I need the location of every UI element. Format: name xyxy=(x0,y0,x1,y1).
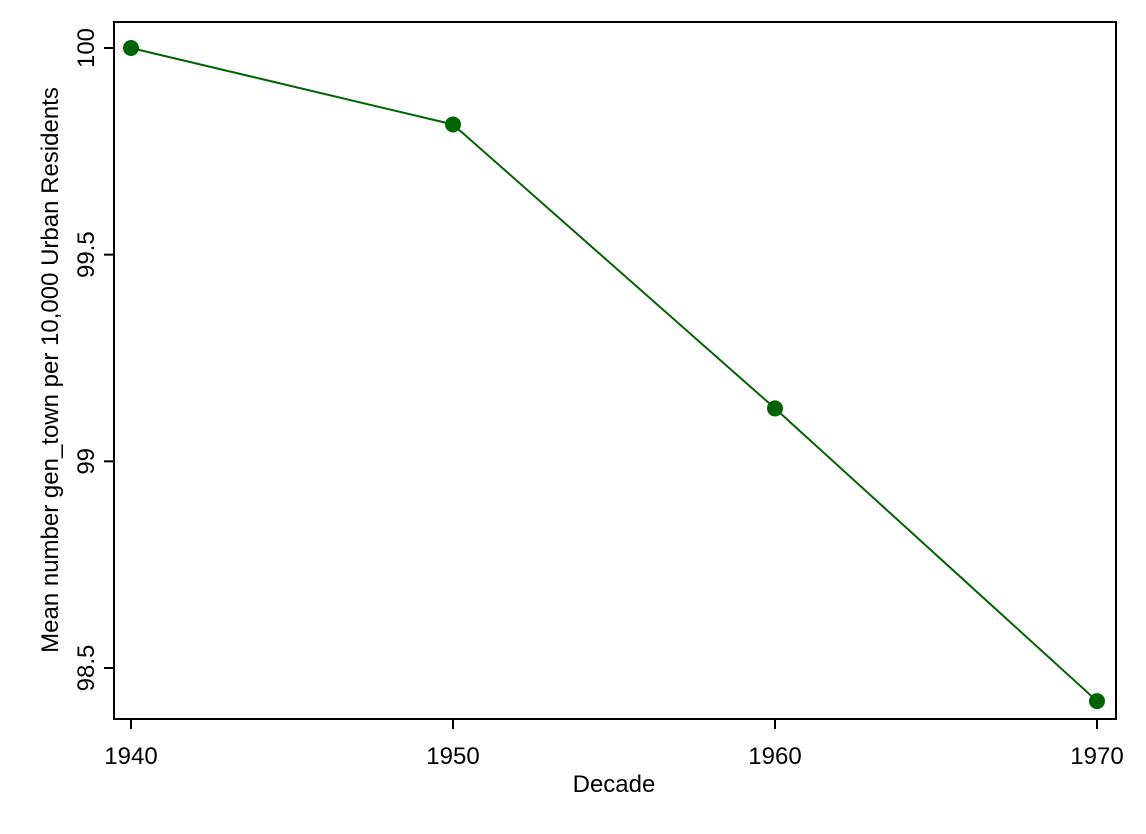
y-tick-label: 100 xyxy=(73,28,100,68)
series-line xyxy=(130,47,1098,702)
x-axis-title: Decade xyxy=(573,771,656,798)
y-axis-title: Mean number gen_town per 10,000 Urban Re… xyxy=(37,87,64,653)
x-tick-label: 1940 xyxy=(104,743,157,770)
series-points xyxy=(123,40,1105,710)
data-point xyxy=(445,116,461,133)
y-axis: 98.5 99 99.5 100 xyxy=(73,28,114,691)
data-point xyxy=(767,400,783,417)
plot-frame xyxy=(113,21,1117,720)
x-tick-label: 1950 xyxy=(426,743,479,770)
x-tick-label: 1960 xyxy=(748,743,801,770)
data-point xyxy=(123,40,139,56)
y-tick-label: 98.5 xyxy=(73,645,100,692)
x-tick-label: 1970 xyxy=(1070,743,1123,770)
y-tick-label: 99.5 xyxy=(73,231,100,278)
x-axis: 1940 1950 1960 1970 xyxy=(104,719,1124,770)
data-point xyxy=(1089,693,1105,710)
y-tick-label: 99 xyxy=(73,448,100,475)
